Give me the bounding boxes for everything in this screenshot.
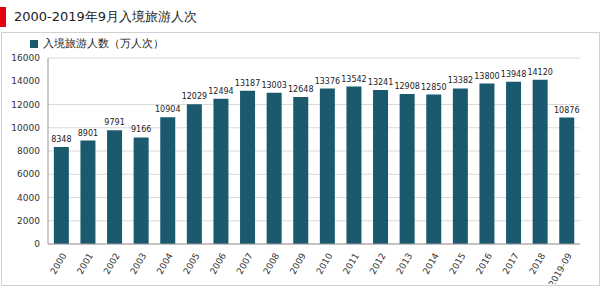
svg-text:2018: 2018 (527, 251, 547, 276)
svg-text:8901: 8901 (78, 129, 98, 138)
svg-text:13382: 13382 (448, 76, 473, 85)
svg-text:2002: 2002 (102, 251, 122, 276)
svg-text:2008: 2008 (261, 251, 281, 276)
svg-text:12648: 12648 (288, 85, 313, 94)
svg-text:2000: 2000 (48, 251, 68, 276)
svg-text:2005: 2005 (181, 251, 201, 276)
svg-text:2007: 2007 (235, 251, 255, 276)
svg-text:2015: 2015 (447, 251, 467, 276)
svg-text:16000: 16000 (11, 53, 40, 63)
svg-text:13376: 13376 (315, 77, 340, 86)
svg-text:2003: 2003 (128, 251, 148, 276)
svg-text:10000: 10000 (11, 123, 40, 133)
svg-text:2006: 2006 (208, 251, 228, 276)
svg-text:2001: 2001 (75, 251, 95, 276)
svg-text:2013: 2013 (394, 251, 414, 276)
svg-text:2017: 2017 (501, 251, 521, 276)
svg-text:13187: 13187 (235, 79, 260, 88)
svg-text:12029: 12029 (182, 92, 207, 101)
svg-text:13948: 13948 (501, 70, 526, 79)
svg-text:2014: 2014 (421, 251, 441, 276)
svg-text:13800: 13800 (474, 72, 499, 81)
svg-text:12000: 12000 (11, 100, 40, 110)
svg-text:14120: 14120 (527, 68, 552, 77)
svg-text:2016: 2016 (474, 251, 494, 276)
html-text:2000-2019年9月入境旅游人次: 2000-2019年9月入境旅游人次 (14, 9, 198, 24)
svg-text:2010: 2010 (314, 251, 334, 276)
svg-text:12494: 12494 (208, 87, 233, 96)
svg-text:2004: 2004 (155, 251, 175, 276)
svg-text:8000: 8000 (17, 146, 40, 156)
svg-text:2009: 2009 (288, 251, 308, 276)
svg-text:2011: 2011 (341, 251, 361, 276)
svg-text:2019-09: 2019-09 (547, 251, 575, 284)
svg-text:6000: 6000 (17, 169, 40, 179)
svg-text:9791: 9791 (104, 118, 124, 127)
svg-text:14000: 14000 (11, 76, 40, 86)
svg-text:13003: 13003 (261, 81, 286, 90)
svg-text:13241: 13241 (368, 78, 393, 87)
svg-text:10876: 10876 (554, 106, 579, 115)
svg-text:8348: 8348 (51, 135, 71, 144)
svg-text:2012: 2012 (368, 251, 388, 276)
svg-text:9166: 9166 (131, 125, 151, 134)
svg-text:10904: 10904 (155, 105, 180, 114)
html-text:入境旅游人数（万人次）: 入境旅游人数（万人次） (43, 37, 164, 50)
svg-text:2000: 2000 (17, 216, 40, 226)
svg-text:12908: 12908 (394, 82, 419, 91)
svg-text:12850: 12850 (421, 83, 446, 92)
svg-text:4000: 4000 (17, 193, 40, 203)
svg-text:0: 0 (34, 239, 40, 249)
svg-text:13542: 13542 (341, 75, 366, 84)
